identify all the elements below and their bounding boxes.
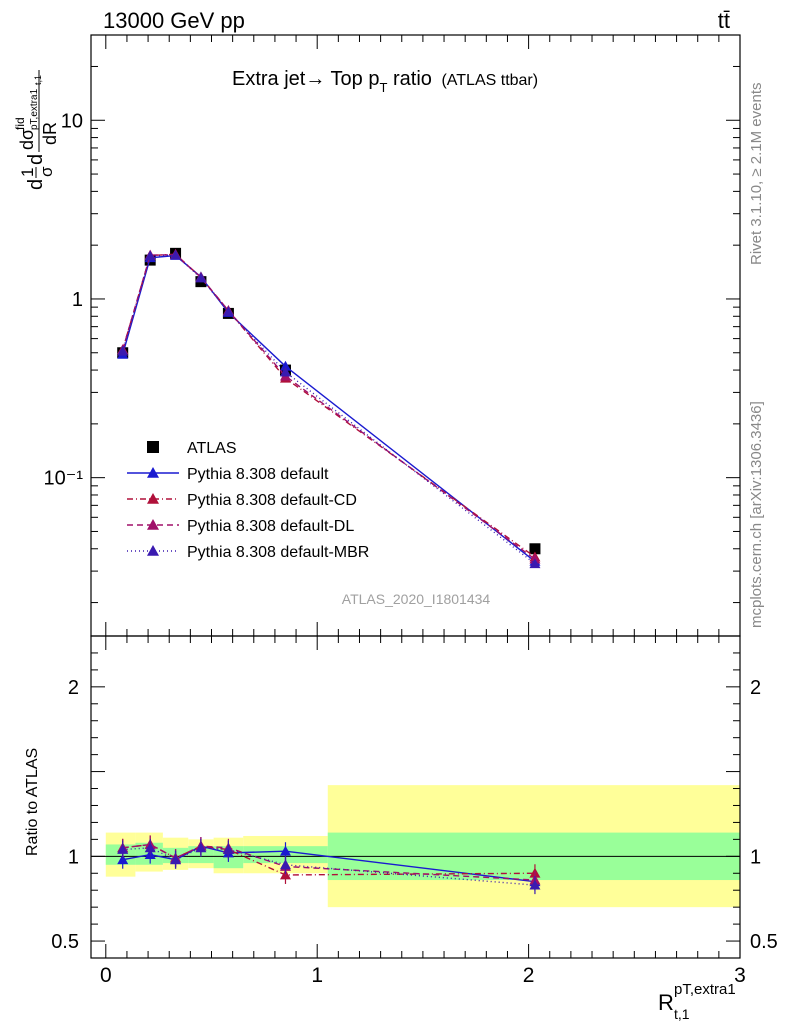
y-tick-label-ratio: 2 xyxy=(68,677,79,699)
data-point-atlas xyxy=(529,543,541,555)
svg-text:t,1: t,1 xyxy=(33,75,43,85)
chart-title: Extra jet→ Top pT ratio (ATLAS ttbar) xyxy=(232,68,538,95)
svg-text:d: d xyxy=(25,154,47,165)
title-rest: ratio xyxy=(387,68,431,90)
y-tick-label-top: 1 xyxy=(72,289,83,311)
ratio-panel-frame xyxy=(90,635,741,959)
y-tick-label-ratio-right: 1 xyxy=(750,846,761,868)
title-tag: (ATLAS ttbar) xyxy=(441,72,538,89)
data-point-mc xyxy=(222,306,234,316)
legend-label: Pythia 8.308 default-CD xyxy=(187,492,357,509)
ratio-panel-series xyxy=(117,835,541,895)
svg-text:dR: dR xyxy=(40,122,60,145)
top-panel-series xyxy=(117,247,541,569)
svg-text:dσ: dσ xyxy=(17,129,37,150)
y-tick-label-top: 10 xyxy=(61,110,83,132)
legend-marker xyxy=(147,467,159,478)
band-inner-0 xyxy=(105,844,136,865)
x-label-main: R xyxy=(658,990,674,1015)
svg-text:fid: fid xyxy=(13,117,27,130)
mcplots-watermark: mcplots.cern.ch [arXiv:1306.3436] xyxy=(748,401,765,628)
x-label-sub: t,1 xyxy=(674,1006,690,1022)
x-axis-label: R pT,extra1 t,1 xyxy=(658,981,736,1022)
y-tick-label-ratio: 1 xyxy=(68,846,79,868)
data-point-mc xyxy=(529,558,541,569)
analysis-label: ATLAS_2020_I1801434 xyxy=(342,591,491,607)
svg-text:1: 1 xyxy=(18,168,37,177)
title-sub: T xyxy=(379,80,387,95)
y-tick-label-ratio-right: 0.5 xyxy=(750,931,778,953)
series-line-top xyxy=(122,253,536,560)
y-axis-label-ratio: Ratio to ATLAS xyxy=(24,748,41,856)
axes-and-ticks: 0 1 2 3 10⁻¹ 1 10 0.5 0.5 1 1 2 2 xyxy=(44,34,778,987)
title-main: Extra jet→ Top p xyxy=(232,68,379,90)
x-tick-label: 3 xyxy=(734,964,746,987)
data-point-mc xyxy=(170,249,182,260)
y-tick-label-ratio-right: 2 xyxy=(750,677,761,699)
rivet-watermark: Rivet 3.1.10, ≥ 2.1M events xyxy=(748,83,765,266)
y-tick-label-ratio: 0.5 xyxy=(51,931,79,953)
legend: ATLAS Pythia 8.308 default Pythia 8.308 de… xyxy=(127,440,369,561)
legend-marker xyxy=(147,493,159,504)
legend-label: Pythia 8.308 default xyxy=(187,466,329,483)
svg-text:σ: σ xyxy=(37,166,56,177)
legend-marker-atlas xyxy=(147,441,159,453)
process-label: tt̄ xyxy=(718,8,730,33)
legend-label: Pythia 8.308 default-DL xyxy=(187,518,354,535)
x-tick-label: 1 xyxy=(311,964,323,987)
data-point-mc xyxy=(117,345,129,356)
legend-marker xyxy=(147,519,159,530)
legend-label: ATLAS xyxy=(187,440,237,457)
data-point-mc xyxy=(279,366,291,377)
data-point-mc xyxy=(195,272,207,283)
y-tick-label-top: 10⁻¹ xyxy=(44,468,84,490)
svg-text:pT,extra1: pT,extra1 xyxy=(29,88,40,130)
y-axis-label-top: d 1 σ d dσ fid pT,extra1 t,1 dR xyxy=(13,70,60,190)
data-point-mc xyxy=(144,250,156,261)
svg-text:Extra jet→ Top pT ratio: Extra jet→ Top pT ratio (ATLAS ttbar) xyxy=(232,68,538,95)
x-tick-label: 2 xyxy=(523,964,535,987)
energy-label: 13000 GeV pp xyxy=(103,8,245,33)
legend-label: Pythia 8.308 default-MBR xyxy=(187,544,369,561)
x-tick-label: 0 xyxy=(100,964,112,987)
legend-marker xyxy=(147,545,159,556)
x-label-sup: pT,extra1 xyxy=(674,981,736,998)
svg-text:d: d xyxy=(25,179,47,190)
